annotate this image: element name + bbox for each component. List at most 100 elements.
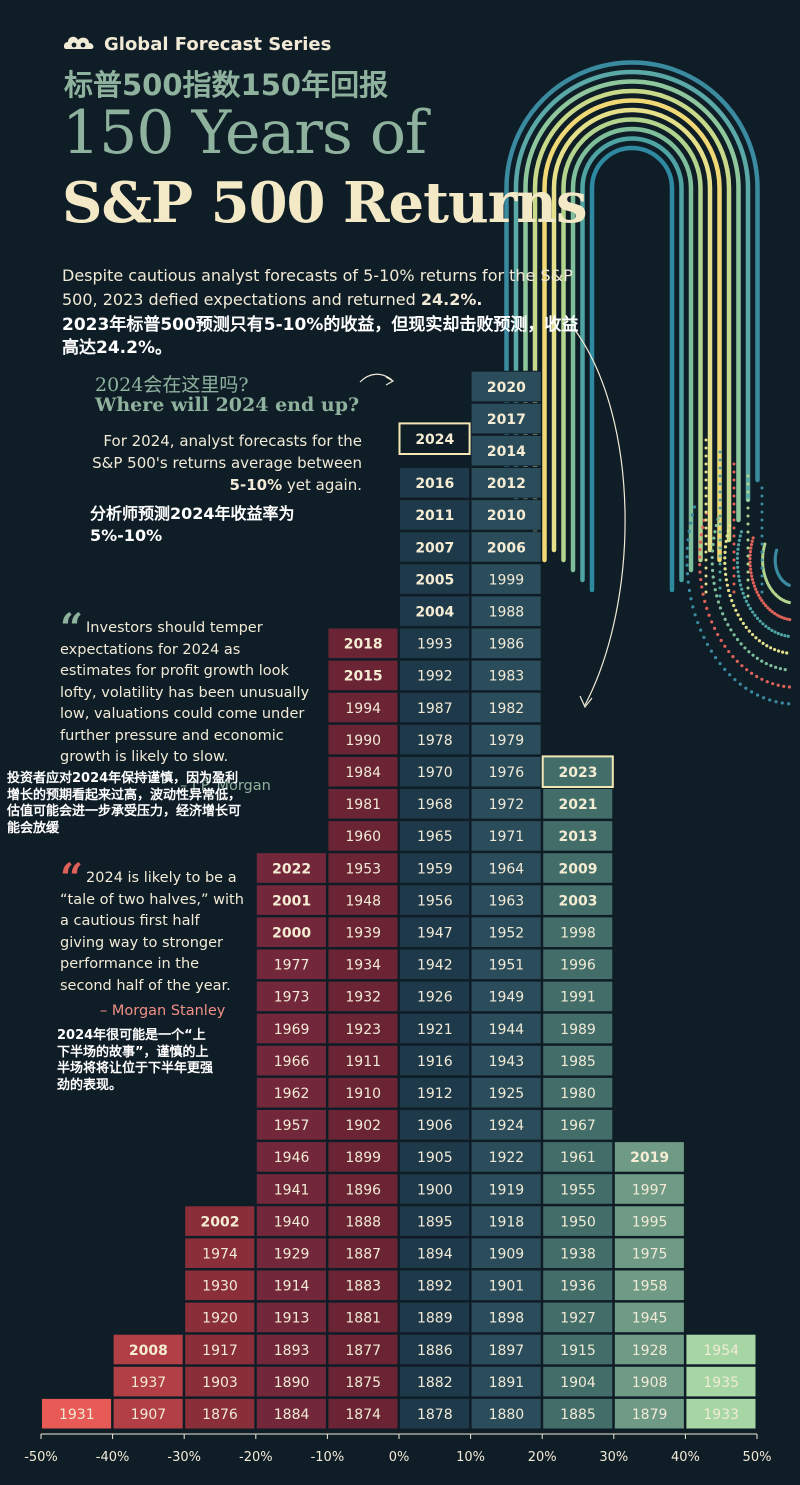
histogram-cell: 1928 xyxy=(613,1333,685,1366)
decorative-dot xyxy=(732,534,736,538)
decorative-dot xyxy=(750,671,754,675)
cell-bar xyxy=(255,884,327,916)
histogram-cell: 1979 xyxy=(470,723,542,756)
decorative-dot xyxy=(729,628,733,632)
decorative-dot xyxy=(738,682,742,686)
decorative-dot xyxy=(750,577,755,582)
cell-year-label: 1974 xyxy=(202,1246,238,1262)
decorative-dot xyxy=(781,650,785,654)
cell-bar xyxy=(399,467,471,499)
decorative-dot xyxy=(787,685,791,689)
histogram-cell: 1924 xyxy=(470,1109,542,1141)
decorative-dot xyxy=(700,585,704,589)
decorative-dot xyxy=(691,605,695,609)
decorative-dot xyxy=(719,638,723,643)
cell-year-label: 1960 xyxy=(345,829,381,845)
decorative-dot xyxy=(739,642,743,646)
decorative-dot xyxy=(718,490,722,494)
quote-jp-morgan-text: Investors should temper expectations for… xyxy=(60,620,310,765)
histogram-cell: 1874 xyxy=(327,1397,399,1430)
histogram-cell: 1940 xyxy=(255,1205,327,1237)
histogram-cell: 2020 xyxy=(470,370,542,403)
cell-year-label: 1937 xyxy=(131,1375,167,1391)
decorative-dot xyxy=(768,698,772,702)
cell-year-label: 2015 xyxy=(344,669,383,685)
cell-bar xyxy=(255,1076,327,1109)
histogram-cell: 1910 xyxy=(327,1076,399,1109)
x-tick-label: -30% xyxy=(167,1450,201,1465)
decorative-dot xyxy=(744,625,748,629)
cell-bar xyxy=(255,1365,327,1398)
cell-year-label: 1904 xyxy=(560,1375,596,1391)
cell-bar xyxy=(255,1237,327,1270)
histogram-cell: 1906 xyxy=(399,1109,471,1141)
decorative-dot xyxy=(760,518,764,522)
decorative-dot xyxy=(704,518,708,522)
cell-year-label: 1962 xyxy=(274,1086,310,1102)
decorative-dot xyxy=(687,588,692,593)
cell-year-label: 1933 xyxy=(703,1407,739,1423)
decorative-dot xyxy=(752,584,757,588)
decorative-dot xyxy=(765,680,769,684)
decorative-dot xyxy=(704,486,708,490)
decorative-dot xyxy=(704,446,708,450)
cell-bar xyxy=(327,1301,399,1334)
cell-year-label: 1950 xyxy=(560,1214,596,1230)
histogram-cell: 1880 xyxy=(470,1397,542,1430)
cell-bar xyxy=(399,1365,471,1398)
decorative-dot xyxy=(741,621,745,626)
decorative-dot xyxy=(704,438,708,442)
decorative-dot xyxy=(732,582,736,586)
cell-year-label: 1925 xyxy=(489,1086,525,1102)
decorative-dot xyxy=(755,590,759,594)
decorative-dot xyxy=(716,517,720,521)
histogram-cell: 1939 xyxy=(327,916,399,949)
histogram-cell: 1917 xyxy=(184,1333,256,1366)
decorative-dot xyxy=(755,616,760,620)
decorative-dot xyxy=(724,539,728,544)
histogram-cell: 1974 xyxy=(184,1237,256,1270)
cell-bar xyxy=(41,1397,113,1430)
decorative-dot xyxy=(732,550,736,554)
cell-bar xyxy=(613,1205,685,1237)
cell-bar xyxy=(255,1109,327,1141)
cell-bar xyxy=(470,1301,542,1334)
histogram-cell: 1920 xyxy=(184,1301,256,1334)
quote-mark-icon: “ xyxy=(60,855,84,902)
cell-bar xyxy=(255,1044,327,1077)
histogram-cell: 1884 xyxy=(255,1397,327,1430)
histogram-cell: 2004 xyxy=(399,595,471,628)
cell-year-label: 1907 xyxy=(131,1407,167,1423)
histogram-cell: 2000 xyxy=(255,916,327,949)
cell-bar xyxy=(255,1173,327,1205)
decorative-dot xyxy=(704,454,708,458)
question-chinese: 2024会在这里吗? xyxy=(95,374,249,396)
cell-year-label: 1954 xyxy=(703,1343,739,1359)
decorative-dot xyxy=(746,594,750,598)
decorative-dot xyxy=(758,619,762,623)
decorative-dot xyxy=(704,478,708,482)
cell-bar xyxy=(470,788,542,820)
histogram-cell: 1981 xyxy=(327,788,399,820)
decorative-dot xyxy=(746,490,750,494)
decorative-dot xyxy=(732,590,736,594)
decorative-dot xyxy=(704,470,708,474)
cell-bar xyxy=(542,916,614,949)
histogram-cell: 1922 xyxy=(470,1141,542,1173)
cell-year-label: 1922 xyxy=(489,1150,525,1166)
histogram-cell: 1911 xyxy=(327,1044,399,1077)
decorative-dot xyxy=(687,529,691,534)
decorative-dot xyxy=(735,552,740,556)
cell-year-label: 1917 xyxy=(202,1343,238,1359)
cell-year-label: 1972 xyxy=(489,797,525,813)
cell-bar xyxy=(470,531,542,563)
decorative-dot xyxy=(685,572,690,576)
decorative-dot xyxy=(704,534,708,538)
decorative-dot xyxy=(685,555,689,559)
decorative-dot xyxy=(746,530,750,534)
cell-bar xyxy=(112,1333,184,1366)
cell-year-label: 1951 xyxy=(489,958,525,974)
histogram-cell: 1976 xyxy=(470,755,542,788)
decorative-dot xyxy=(762,570,766,574)
cell-bar xyxy=(327,916,399,949)
